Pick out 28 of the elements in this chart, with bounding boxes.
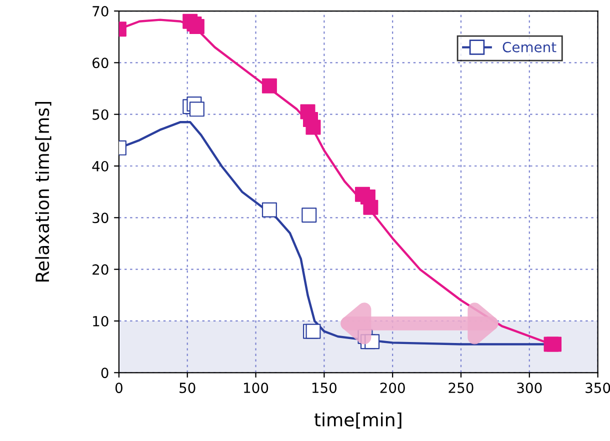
point	[306, 324, 321, 339]
y-tick-label: 10	[93, 316, 108, 326]
x-tick-label: 200	[380, 382, 405, 394]
x-axis-title: time[min]	[314, 412, 402, 429]
x-tick-label: 150	[312, 382, 337, 394]
point	[262, 202, 277, 218]
x-tick-label: 250	[448, 382, 474, 394]
x-tick-label: 350	[586, 382, 610, 394]
point	[189, 102, 204, 117]
y-tick-label: 20	[92, 264, 108, 275]
x-tick-label: 100	[244, 382, 268, 394]
x-tick-label: 50	[180, 382, 196, 394]
point	[306, 120, 321, 135]
y-tick-label: 60	[92, 58, 108, 68]
y-tick-label: 0	[101, 368, 108, 378]
point	[363, 200, 378, 215]
y-tick-label: 70	[92, 6, 108, 16]
x-tick-label: 0	[115, 382, 122, 394]
y-tick-label: 30	[92, 212, 108, 224]
y-tick-label: 40	[92, 160, 108, 172]
legend-label: Cement	[502, 42, 556, 52]
y-axis-title: Relaxation time[ms]	[35, 102, 52, 282]
x-tick-label: 300	[517, 382, 542, 394]
point	[302, 208, 317, 223]
point	[262, 78, 277, 94]
y-tick-label: 50	[92, 109, 108, 120]
point	[189, 19, 204, 34]
point	[546, 336, 562, 352]
